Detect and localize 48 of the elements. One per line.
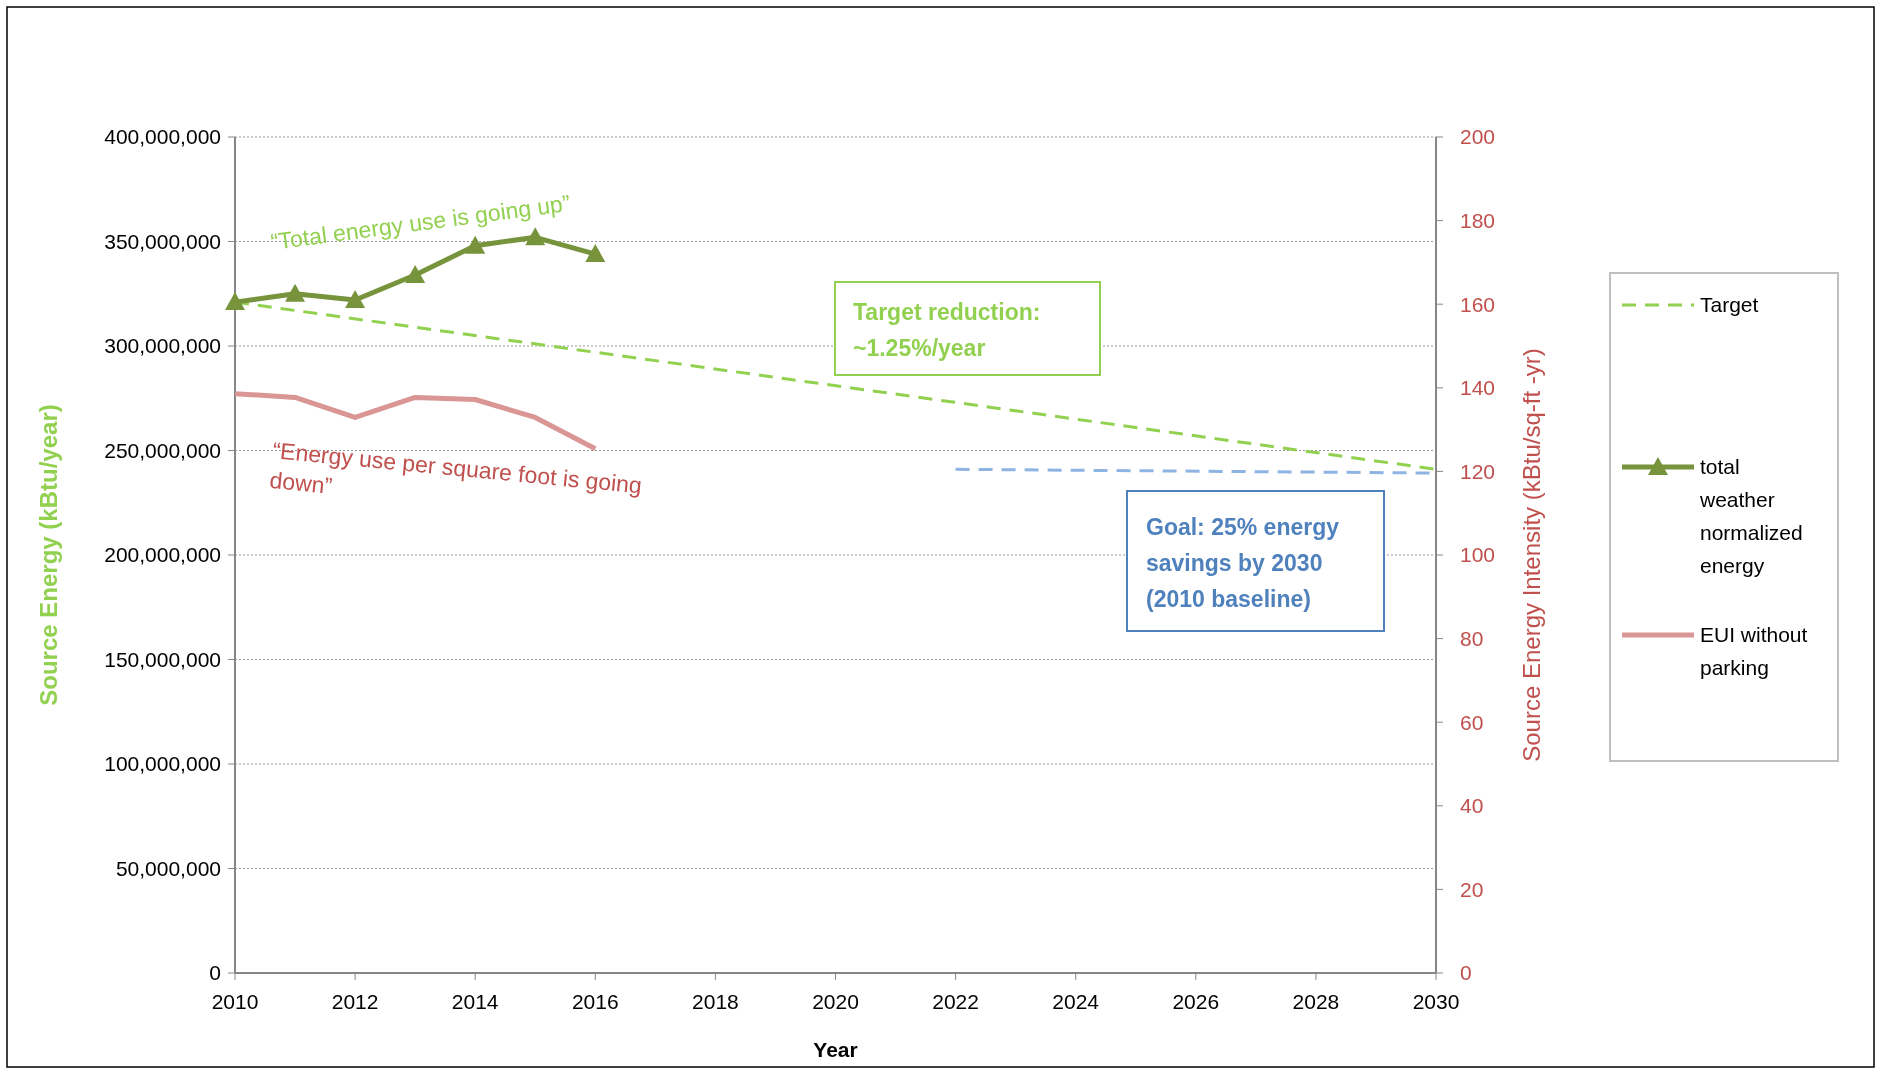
legend-label: total weather normalized energy <box>1699 455 1803 578</box>
point <box>285 283 306 302</box>
y-tick-label: 300,000,000 <box>104 334 221 358</box>
annotation: Goal: 25% energy savings by 2030 (2010 baseline) <box>1146 514 1340 612</box>
y2-tick-label: 40 <box>1460 794 1484 818</box>
point <box>525 227 546 246</box>
y-tick-label: 200,000,000 <box>104 543 221 567</box>
x-tick-label: 2016 <box>571 990 619 1013</box>
y-tick-label: 350,000,000 <box>104 229 221 253</box>
annotation: “Total energy use is going up” <box>269 189 572 255</box>
y2-tick-label: 140 <box>1460 376 1496 400</box>
y2-tick-label: 200 <box>1460 125 1496 149</box>
y2-tick-label: 20 <box>1460 877 1484 901</box>
x-tick-label: 2026 <box>1172 990 1220 1013</box>
legend-label: Target <box>1700 293 1759 317</box>
y2-axis-title: Source Energy Intensity (kBtu/sq-ft -yr) <box>1518 348 1545 762</box>
y-tick-label: 400,000,000 <box>104 125 221 149</box>
point <box>585 244 606 263</box>
y2-tick-label: 100 <box>1460 543 1496 567</box>
annotation: Target reduction: ~1.25%/year <box>853 299 1041 361</box>
y-axis-title: Source Energy (kBtu/year) <box>35 404 62 706</box>
y-tick-label: 150,000,000 <box>104 647 221 671</box>
x-tick-label: 2022 <box>932 990 979 1013</box>
y2-tick-label: 80 <box>1460 626 1484 650</box>
x-tick-label: 2010 <box>211 990 259 1013</box>
legend-label: EUI without parking <box>1700 623 1808 680</box>
point <box>345 290 366 309</box>
y-tick-label: 50,000,000 <box>115 856 221 880</box>
y2-tick-label: 160 <box>1460 292 1496 316</box>
y-tick-label: 100,000,000 <box>104 752 221 776</box>
x-tick-label: 2014 <box>451 990 499 1013</box>
y2-tick-label: 0 <box>1460 961 1472 985</box>
x-tick-label: 2020 <box>812 990 859 1013</box>
y-tick-label: 250,000,000 <box>104 438 221 462</box>
annotation: “Energy use per square foot is going down” <box>268 437 644 499</box>
x-tick-label: 2028 <box>1292 990 1340 1013</box>
x-tick-label: 2024 <box>1052 990 1100 1013</box>
y2-tick-label: 120 <box>1460 459 1496 483</box>
x-tick-label: 2030 <box>1412 990 1460 1013</box>
y2-tick-label: 180 <box>1460 208 1496 232</box>
point <box>405 264 426 283</box>
y-tick-label: 0 <box>209 961 221 985</box>
x-tick-label: 2018 <box>692 990 739 1013</box>
point <box>465 235 486 254</box>
y2-tick-label: 60 <box>1460 710 1484 734</box>
point <box>225 292 245 311</box>
x-tick-label: 2012 <box>331 990 379 1013</box>
x-axis-title: Year <box>813 1038 858 1061</box>
